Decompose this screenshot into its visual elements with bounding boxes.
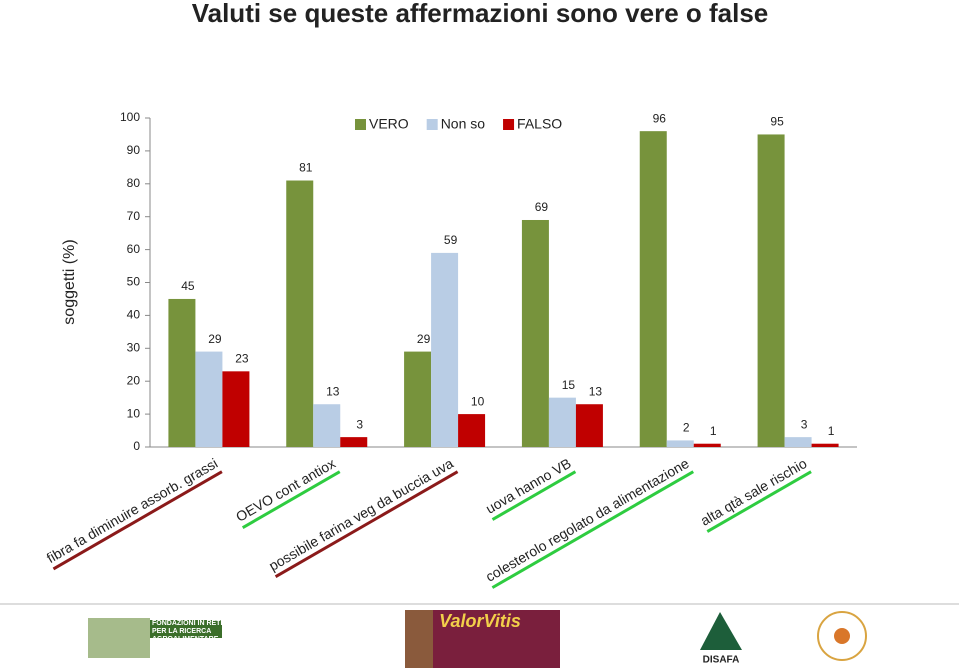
category-label-group: colesterolo regolato da alimentazione xyxy=(483,455,694,589)
bar xyxy=(431,252,459,447)
y-tick-label: 60 xyxy=(127,242,141,256)
data-label: 3 xyxy=(801,417,808,431)
legend-swatch xyxy=(355,119,366,130)
logo-text: ValorVitis xyxy=(439,611,521,631)
y-tick-label: 100 xyxy=(120,110,140,124)
data-label: 1 xyxy=(828,424,835,438)
legend-label: Non so xyxy=(441,116,486,132)
legend-swatch xyxy=(426,119,438,130)
data-label: 1 xyxy=(710,424,717,438)
label-underline xyxy=(52,470,223,571)
y-tick-label: 20 xyxy=(127,373,141,387)
category-label-group: alta qtà sale rischio xyxy=(698,455,812,533)
x-tick-label: uova hanno VB xyxy=(483,455,574,517)
data-label: 29 xyxy=(208,332,222,346)
x-tick-label: alta qtà sale rischio xyxy=(698,455,810,529)
logo-text: FONDAZIONI IN RETE PER LA RICERCA AGROAL… xyxy=(152,620,226,642)
data-label: 59 xyxy=(444,233,458,247)
data-label: 15 xyxy=(562,378,576,392)
logo-center: ValorVitis xyxy=(405,610,560,668)
logo-left: FONDAZIONI IN RETE PER LA RICERCA AGROAL… xyxy=(88,618,226,658)
data-label: 10 xyxy=(471,394,485,408)
label-underline xyxy=(241,470,341,529)
category-label-group: OEVO cont antiox xyxy=(233,455,341,529)
legend-label: FALSO xyxy=(517,116,562,132)
y-tick-label: 90 xyxy=(127,143,141,157)
logo-text: DISAFA xyxy=(703,655,740,666)
x-tick-label: fibra fa diminuire assorb. grassi xyxy=(44,455,220,566)
bar xyxy=(521,219,549,447)
y-tick-label: 40 xyxy=(127,308,141,322)
bar xyxy=(575,404,603,447)
y-tick-label: 30 xyxy=(127,340,141,354)
x-tick-label: colesterolo regolato da alimentazione xyxy=(483,455,692,585)
y-tick-label: 10 xyxy=(127,406,141,420)
label-underline xyxy=(274,470,459,579)
bar xyxy=(286,180,314,447)
data-label: 45 xyxy=(181,279,195,293)
legend-label: VERO xyxy=(369,116,409,132)
data-label: 95 xyxy=(770,115,784,129)
bar xyxy=(404,351,432,447)
bar xyxy=(313,404,341,447)
logo-seal xyxy=(817,611,867,661)
bar xyxy=(666,440,694,447)
bar xyxy=(195,351,223,447)
data-label: 13 xyxy=(589,384,603,398)
logo-disafa: DISAFA xyxy=(700,612,742,666)
chart-title: Valuti se queste affermazioni sono vere … xyxy=(192,0,769,28)
y-tick-label: 0 xyxy=(133,439,140,453)
label-underline xyxy=(491,470,694,589)
data-label: 81 xyxy=(299,161,313,175)
y-tick-label: 70 xyxy=(127,209,141,223)
data-label: 13 xyxy=(326,384,340,398)
bar xyxy=(458,414,486,447)
x-tick-label: OEVO cont antiox xyxy=(233,455,338,525)
y-tick-label: 50 xyxy=(127,275,141,289)
y-axis-label: soggetti (%) xyxy=(61,239,78,324)
category-label-group: uova hanno VB xyxy=(483,455,577,521)
data-label: 3 xyxy=(356,417,363,431)
bar xyxy=(168,298,196,447)
bar xyxy=(222,371,250,447)
bar xyxy=(693,443,721,447)
data-label: 23 xyxy=(235,352,249,366)
x-tick-label: possibile farina veg da buccia uva xyxy=(266,455,456,574)
category-label-group: fibra fa diminuire assorb. grassi xyxy=(44,455,223,571)
bar xyxy=(639,131,667,447)
bar xyxy=(811,443,839,447)
label-underline xyxy=(491,470,577,521)
bar xyxy=(548,397,576,447)
bar xyxy=(757,134,785,447)
y-tick-label: 80 xyxy=(127,176,141,190)
logo-seal xyxy=(834,628,850,644)
legend-swatch xyxy=(503,119,515,130)
data-label: 29 xyxy=(417,332,431,346)
data-label: 2 xyxy=(683,421,690,435)
data-label: 69 xyxy=(535,200,549,214)
label-underline xyxy=(706,470,812,533)
category-label-group: possibile farina veg da buccia uva xyxy=(266,455,459,579)
bar xyxy=(340,437,368,447)
data-label: 96 xyxy=(653,111,667,125)
bar xyxy=(784,437,812,447)
